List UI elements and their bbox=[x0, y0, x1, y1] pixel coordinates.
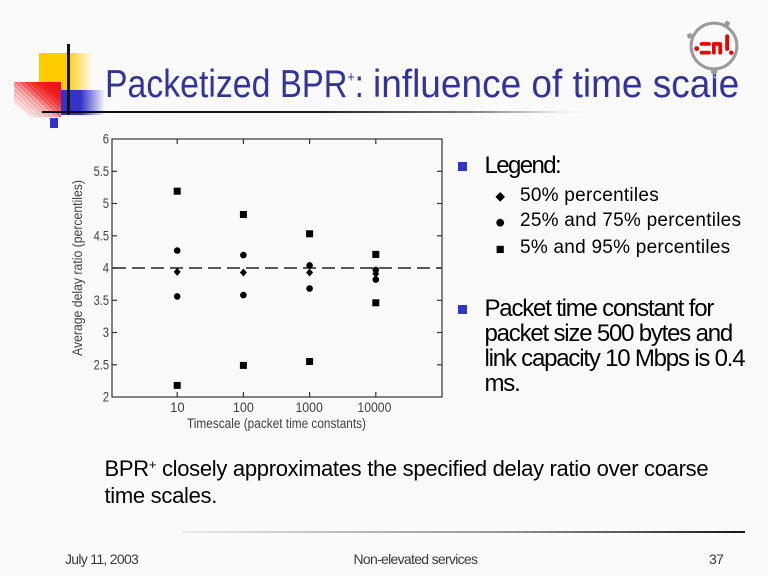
svg-text:3.5: 3.5 bbox=[94, 293, 109, 308]
svg-text:100: 100 bbox=[233, 400, 254, 415]
svg-text:10: 10 bbox=[170, 400, 185, 415]
svg-text:4.5: 4.5 bbox=[94, 229, 109, 244]
svg-text:6: 6 bbox=[103, 132, 109, 147]
svg-text:5.5: 5.5 bbox=[94, 164, 109, 179]
svg-text:1000: 1000 bbox=[295, 400, 323, 415]
svg-text:5: 5 bbox=[103, 196, 109, 211]
svg-text:Average delay ratio (percentil: Average delay ratio (percentiles) bbox=[70, 180, 85, 356]
svg-text:3: 3 bbox=[103, 325, 109, 340]
svg-text:4: 4 bbox=[103, 261, 110, 276]
svg-text:2.5: 2.5 bbox=[94, 358, 109, 373]
svg-text:Timescale (packet time constan: Timescale (packet time constants) bbox=[187, 416, 366, 431]
svg-text:10000: 10000 bbox=[357, 400, 391, 415]
svg-text:2: 2 bbox=[103, 390, 109, 405]
